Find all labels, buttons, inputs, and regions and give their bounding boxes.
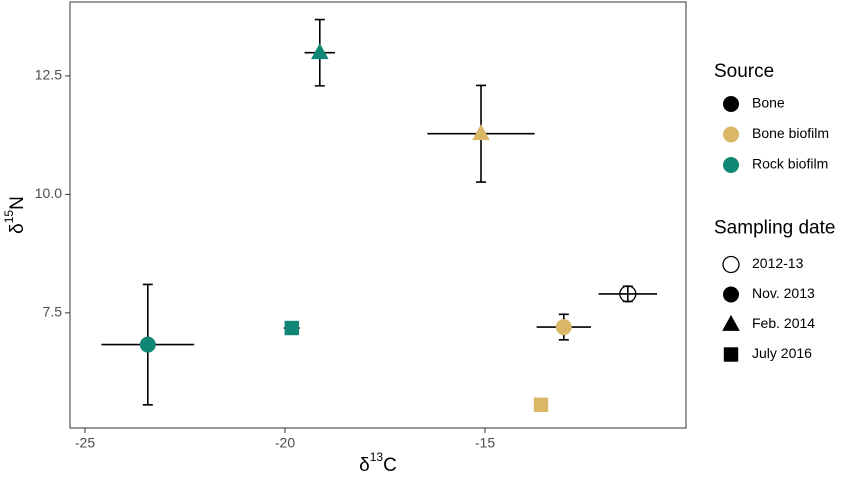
marker	[619, 285, 637, 303]
marker	[723, 286, 739, 303]
y-label-sup: 15	[2, 210, 16, 224]
marker	[555, 319, 572, 336]
legend-label: Bone	[752, 95, 785, 111]
marker	[723, 126, 739, 143]
marker	[139, 336, 156, 353]
legend-label: July 2016	[752, 345, 812, 361]
marker	[722, 255, 740, 274]
x-tick-label: -15	[475, 435, 495, 451]
marker	[723, 96, 739, 112]
marker	[284, 320, 299, 336]
x-label-part: δ	[359, 455, 370, 476]
x-tick-label: -20	[275, 435, 295, 451]
legend-label: Rock biofilm	[752, 156, 828, 172]
legend-label: Bone biofilm	[752, 125, 829, 141]
marker	[533, 397, 549, 412]
x-axis-label: δ13C	[359, 450, 397, 476]
marker	[722, 314, 740, 331]
marker	[723, 157, 739, 173]
legend-title: Sampling date	[714, 218, 835, 239]
x-label-sup: 13	[370, 450, 384, 464]
x-tick-label: -25	[75, 435, 95, 451]
y-label-part: N	[7, 196, 28, 210]
y-label-part: δ	[7, 223, 28, 234]
y-axis-label: δ15N	[2, 196, 28, 234]
plot-frame	[69, 1, 687, 429]
legend-label: 2012-13	[752, 255, 804, 271]
marker	[311, 43, 329, 60]
legend-label: Nov. 2013	[752, 285, 815, 301]
y-tick-label: 7.5	[43, 304, 63, 320]
x-label-part: C	[383, 455, 397, 476]
marker	[472, 124, 490, 141]
y-tick-label: 12.5	[35, 67, 62, 83]
legend-title: Source	[714, 61, 774, 82]
y-tick-label: 10.0	[35, 185, 62, 201]
marker	[723, 347, 739, 362]
legend-label: Feb. 2014	[752, 315, 815, 331]
